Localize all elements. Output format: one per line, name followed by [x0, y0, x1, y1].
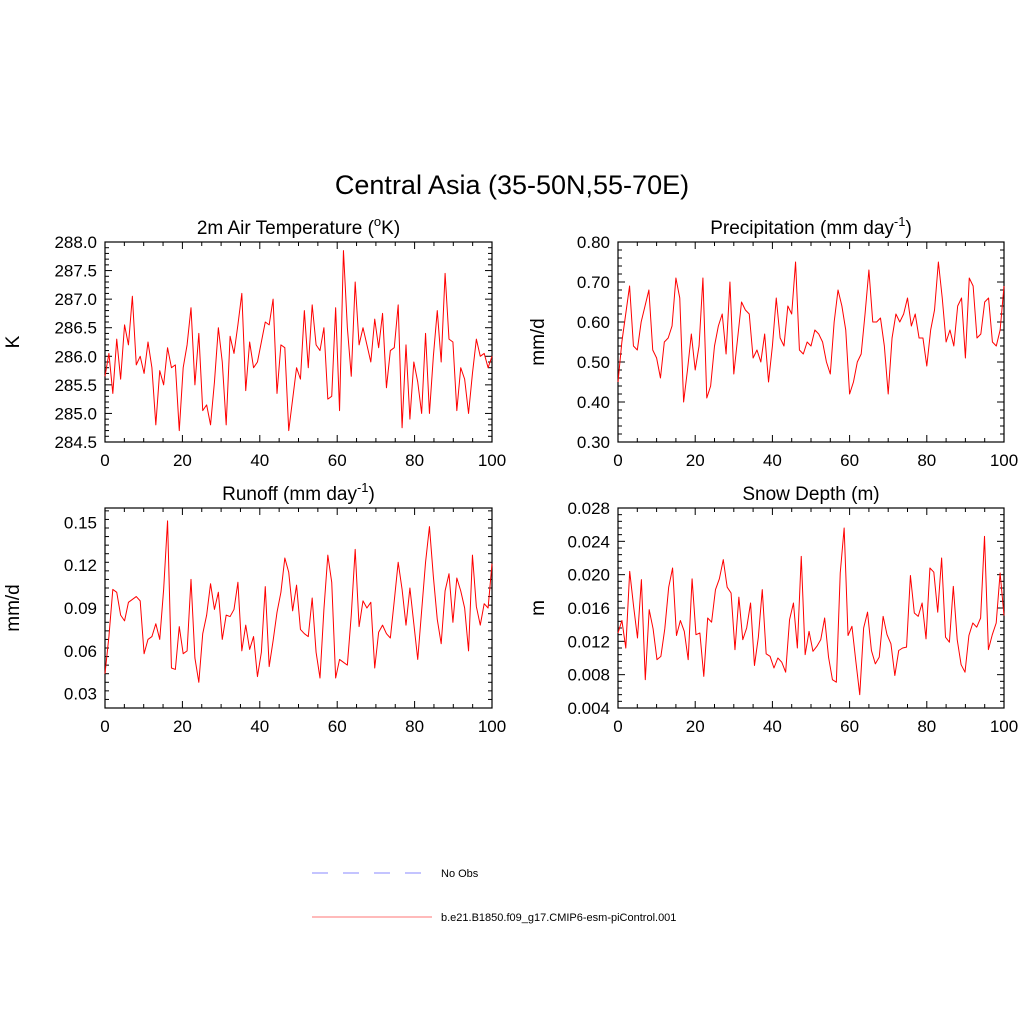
temperature-ytick-label: 287.0	[54, 290, 97, 309]
snow-depth-title-main: Snow Depth (m)	[742, 484, 879, 505]
snow-depth-ytick-label: 0.020	[567, 566, 610, 585]
runoff-title-sup: -1	[357, 480, 369, 495]
runoff-ytick-label: 0.15	[64, 513, 97, 532]
snow-depth-ylabel: m	[528, 600, 549, 616]
runoff-xtick-label: 0	[100, 717, 109, 736]
runoff-ytick-label: 0.12	[64, 556, 97, 575]
snow-depth-ytick-label: 0.028	[567, 499, 610, 518]
snow-depth-panel: Snow Depth (m) 0 20 40 60 80 100 0.004 0.008 0.01…	[528, 484, 1018, 736]
temperature-ytick-label: 288.0	[54, 233, 97, 252]
precipitation-title: Precipitation (mm day-1)	[710, 214, 912, 239]
runoff-ytick-label: 0.09	[64, 599, 97, 618]
snow-depth-series-line-0	[617, 527, 1005, 696]
precipitation-ytick-label: 0.70	[577, 273, 610, 292]
temperature-title-tail: K)	[381, 218, 400, 239]
runoff-xtick-label: 100	[478, 717, 506, 736]
precipitation-ytick-label: 0.40	[577, 393, 610, 412]
precipitation-xtick-label: 20	[686, 451, 705, 470]
temperature-ytick-label: 284.5	[54, 433, 97, 452]
runoff-title: Runoff (mm day-1)	[222, 480, 375, 505]
temperature-ytick-label: 287.5	[54, 262, 97, 281]
temperature-title-sup: o	[374, 214, 381, 229]
snow-depth-xtick-label: 80	[917, 717, 936, 736]
snow-depth-ytick-label: 0.016	[567, 599, 610, 618]
temperature-ytick-label: 285.0	[54, 404, 97, 423]
runoff-xtick-label: 60	[328, 717, 347, 736]
temperature-ytick-label: 286.5	[54, 319, 97, 338]
snow-depth-frame	[617, 507, 1005, 709]
temperature-xtick-label: 60	[328, 451, 347, 470]
temperature-xtick-label: 100	[478, 451, 506, 470]
precipitation-xtick-label: 0	[613, 451, 622, 470]
temperature-ylabel: K	[3, 335, 24, 348]
temperature-ytick-label: 285.5	[54, 376, 97, 395]
precipitation-xtick-label: 80	[917, 451, 936, 470]
precipitation-panel: Precipitation (mm day-1) 0 20 40 60 80 100 0.30…	[528, 214, 1018, 470]
runoff-xtick-label: 80	[405, 717, 424, 736]
temperature-xtick-label: 40	[250, 451, 269, 470]
snow-depth-title: Snow Depth (m)	[742, 484, 879, 505]
snow-depth-ytick-label: 0.004	[567, 699, 610, 718]
precipitation-xtick-label: 60	[840, 451, 859, 470]
precipitation-title-sup: -1	[894, 214, 906, 229]
runoff-xtick-label: 40	[250, 717, 269, 736]
temperature-xtick-label: 0	[100, 451, 109, 470]
snow-depth-xtick-label: 60	[840, 717, 859, 736]
runoff-title-main: Runoff (mm day	[222, 484, 357, 505]
precipitation-title-main: Precipitation (mm day	[710, 218, 894, 239]
legend-model-label: b.e21.B1850.f09_g17.CMIP6-esm-piControl.…	[441, 912, 676, 924]
snow-depth-xtick-label: 20	[686, 717, 705, 736]
figure-title: Central Asia (35-50N,55-70E)	[335, 170, 689, 200]
snow-depth-xtick-label: 40	[763, 717, 782, 736]
runoff-xtick-label: 20	[173, 717, 192, 736]
legend-obs-label: No Obs	[441, 868, 479, 880]
snow-depth-ytick-label: 0.012	[567, 632, 610, 651]
legend: No Obs b.e21.B1850.f09_g17.CMIP6-esm-piC…	[312, 868, 676, 924]
precipitation-ytick-label: 0.80	[577, 233, 610, 252]
runoff-panel: Runoff (mm day-1) 0 20 40 60 80 100 0.03 0.06 0.0…	[3, 480, 506, 736]
runoff-series-line-0	[104, 520, 493, 683]
precipitation-ytick-label: 0.50	[577, 353, 610, 372]
precipitation-ylabel: mm/d	[528, 318, 549, 366]
precipitation-series-line-0	[617, 261, 1005, 403]
snow-depth-ytick-label: 0.024	[567, 532, 610, 551]
temperature-series-line-0	[104, 250, 493, 432]
precipitation-ytick-label: 0.30	[577, 433, 610, 452]
runoff-ytick-label: 0.06	[64, 642, 97, 661]
runoff-ylabel: mm/d	[3, 584, 24, 632]
temperature-xtick-label: 20	[173, 451, 192, 470]
precipitation-ytick-label: 0.60	[577, 313, 610, 332]
precipitation-xtick-label: 100	[990, 451, 1018, 470]
temperature-ytick-label: 286.0	[54, 347, 97, 366]
temperature-xtick-label: 80	[405, 451, 424, 470]
temperature-title-main: 2m Air Temperature (	[197, 218, 375, 239]
snow-depth-ytick-label: 0.008	[567, 666, 610, 685]
runoff-title-tail: )	[369, 484, 375, 505]
temperature-panel: 2m Air Temperature (oK) 0 20 40 60 80 100 284.5…	[3, 214, 506, 470]
precipitation-xtick-label: 40	[763, 451, 782, 470]
snow-depth-xtick-label: 100	[990, 717, 1018, 736]
snow-depth-xtick-label: 0	[613, 717, 622, 736]
precipitation-title-tail: )	[905, 218, 911, 239]
temperature-title: 2m Air Temperature (oK)	[197, 214, 400, 239]
temperature-frame	[104, 241, 493, 443]
runoff-ytick-label: 0.03	[64, 685, 97, 704]
